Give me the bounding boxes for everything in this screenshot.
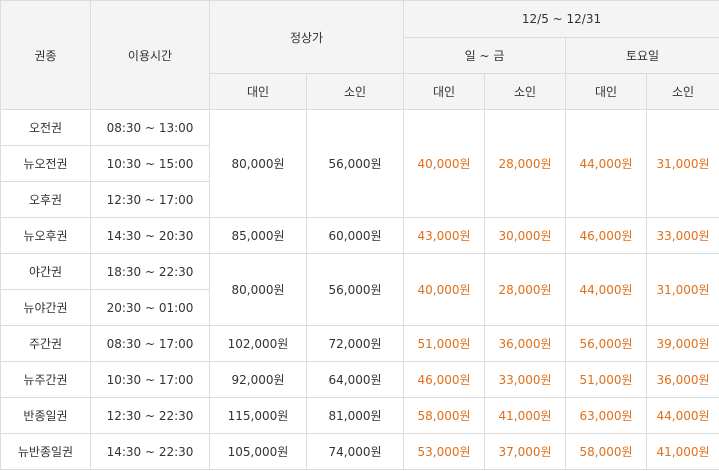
usage-time: 20:30 ~ 01:00 <box>90 289 210 326</box>
saturday-child-price: 41,000원 <box>645 433 719 470</box>
header-weekday-adult: 대인 <box>403 73 485 110</box>
ticket-name: 반종일권 <box>0 397 91 434</box>
ticket-name: 오후권 <box>0 181 91 218</box>
ticket-name: 야간권 <box>0 253 91 290</box>
saturday-adult-price: 51,000원 <box>565 361 647 398</box>
table-row: 뉴반종일권 14:30 ~ 22:30 105,000원 74,000원 53,… <box>0 433 719 470</box>
header-regular-price: 정상가 <box>209 0 404 74</box>
ticket-name: 주간권 <box>0 325 91 362</box>
table-row: 야간권 18:30 ~ 22:30 80,000원 56,000원 40,000… <box>0 253 719 326</box>
saturday-adult-price: 46,000원 <box>565 217 647 254</box>
weekday-child-price: 41,000원 <box>484 397 566 434</box>
table-row: 뉴주간권 10:30 ~ 17:00 92,000원 64,000원 46,00… <box>0 361 719 398</box>
table-row: 주간권 08:30 ~ 17:00 102,000원 72,000원 51,00… <box>0 325 719 362</box>
saturday-child-price: 39,000원 <box>645 325 719 362</box>
regular-adult-price: 80,000원 <box>209 109 307 218</box>
regular-adult-price: 80,000원 <box>209 253 307 326</box>
header-promo-period: 12/5 ~ 12/31 <box>402 0 719 38</box>
weekday-adult-price: 51,000원 <box>403 325 485 362</box>
regular-child-price: 81,000원 <box>306 397 404 434</box>
weekday-adult-price: 43,000원 <box>403 217 485 254</box>
ticket-name: 뉴야간권 <box>0 289 91 326</box>
weekday-adult-price: 46,000원 <box>403 361 485 398</box>
header-weekday-child: 소인 <box>484 73 566 110</box>
ticket-name: 뉴주간권 <box>0 361 91 398</box>
weekday-child-price: 37,000원 <box>484 433 566 470</box>
saturday-child-price: 31,000원 <box>645 253 719 326</box>
table-row: 반종일권 12:30 ~ 22:30 115,000원 81,000원 58,0… <box>0 397 719 434</box>
ticket-name: 뉴오후권 <box>0 217 91 254</box>
saturday-child-price: 31,000원 <box>645 109 719 218</box>
weekday-adult-price: 40,000원 <box>403 253 485 326</box>
saturday-adult-price: 44,000원 <box>565 109 647 218</box>
weekday-child-price: 30,000원 <box>484 217 566 254</box>
regular-child-price: 56,000원 <box>306 253 404 326</box>
regular-child-price: 56,000원 <box>306 109 404 218</box>
saturday-child-price: 36,000원 <box>645 361 719 398</box>
usage-time: 08:30 ~ 13:00 <box>90 109 210 146</box>
header-saturday-child: 소인 <box>645 73 719 110</box>
regular-adult-price: 102,000원 <box>209 325 307 362</box>
usage-time: 14:30 ~ 20:30 <box>90 217 210 254</box>
ticket-name: 뉴반종일권 <box>0 433 91 470</box>
table-row: 뉴야간권 20:30 ~ 01:00 <box>0 289 719 326</box>
header-saturday-adult: 대인 <box>565 73 647 110</box>
weekday-child-price: 28,000원 <box>484 109 566 218</box>
header-ticket-type: 권종 <box>0 0 91 110</box>
usage-time: 14:30 ~ 22:30 <box>90 433 210 470</box>
usage-time: 10:30 ~ 17:00 <box>90 361 210 398</box>
saturday-child-price: 33,000원 <box>645 217 719 254</box>
table-row: 오전권 08:30 ~ 13:00 80,000원 56,000원 40,000… <box>0 109 719 218</box>
saturday-adult-price: 44,000원 <box>565 253 647 326</box>
weekday-child-price: 28,000원 <box>484 253 566 326</box>
weekday-adult-price: 40,000원 <box>403 109 485 218</box>
header-regular-adult: 대인 <box>209 73 307 110</box>
usage-time: 08:30 ~ 17:00 <box>90 325 210 362</box>
header-regular-child: 소인 <box>306 73 404 110</box>
header-usage-time: 이용시간 <box>90 0 210 110</box>
regular-adult-price: 115,000원 <box>209 397 307 434</box>
usage-time: 12:30 ~ 17:00 <box>90 181 210 218</box>
saturday-adult-price: 58,000원 <box>565 433 647 470</box>
ticket-name: 오전권 <box>0 109 91 146</box>
weekday-child-price: 36,000원 <box>484 325 566 362</box>
header-saturday: 토요일 <box>564 37 719 74</box>
regular-child-price: 60,000원 <box>306 217 404 254</box>
usage-time: 10:30 ~ 15:00 <box>90 145 210 182</box>
regular-adult-price: 85,000원 <box>209 217 307 254</box>
weekday-adult-price: 58,000원 <box>403 397 485 434</box>
usage-time: 18:30 ~ 22:30 <box>90 253 210 290</box>
ticket-name: 뉴오전권 <box>0 145 91 182</box>
header-weekday: 일 ~ 금 <box>403 37 566 74</box>
regular-child-price: 72,000원 <box>306 325 404 362</box>
table-row: 오후권 12:30 ~ 17:00 <box>0 181 719 218</box>
weekday-child-price: 33,000원 <box>484 361 566 398</box>
saturday-adult-price: 63,000원 <box>565 397 647 434</box>
table-row: 뉴오후권 14:30 ~ 20:30 85,000원 60,000원 43,00… <box>0 217 719 254</box>
regular-adult-price: 92,000원 <box>209 361 307 398</box>
regular-child-price: 74,000원 <box>306 433 404 470</box>
saturday-adult-price: 56,000원 <box>565 325 647 362</box>
regular-adult-price: 105,000원 <box>209 433 307 470</box>
usage-time: 12:30 ~ 22:30 <box>90 397 210 434</box>
regular-child-price: 64,000원 <box>306 361 404 398</box>
saturday-child-price: 44,000원 <box>645 397 719 434</box>
weekday-adult-price: 53,000원 <box>403 433 485 470</box>
table-row: 뉴오전권 10:30 ~ 15:00 <box>0 145 719 182</box>
